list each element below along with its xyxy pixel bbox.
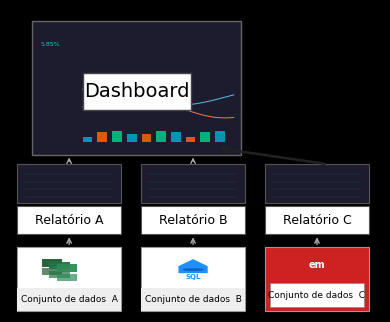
FancyBboxPatch shape — [49, 271, 70, 278]
Text: Conjunto de dados  B: Conjunto de dados B — [145, 295, 241, 304]
FancyBboxPatch shape — [17, 247, 121, 311]
FancyBboxPatch shape — [112, 131, 122, 142]
Text: Relatório C: Relatório C — [283, 214, 351, 227]
Text: Conjunto de dados  C: Conjunto de dados C — [268, 290, 365, 299]
Text: Dashboard: Dashboard — [84, 82, 190, 101]
FancyBboxPatch shape — [141, 288, 245, 311]
FancyBboxPatch shape — [141, 206, 245, 234]
FancyBboxPatch shape — [265, 247, 369, 311]
Text: SQL: SQL — [185, 274, 201, 280]
Text: 5.85%: 5.85% — [40, 42, 60, 47]
FancyBboxPatch shape — [186, 137, 195, 142]
FancyBboxPatch shape — [57, 264, 77, 272]
FancyBboxPatch shape — [200, 132, 210, 142]
FancyBboxPatch shape — [127, 134, 136, 142]
FancyBboxPatch shape — [171, 132, 181, 142]
Text: Relatório B: Relatório B — [159, 214, 227, 227]
FancyBboxPatch shape — [265, 206, 369, 234]
FancyBboxPatch shape — [83, 137, 92, 142]
FancyBboxPatch shape — [83, 73, 191, 110]
Text: Relatório A: Relatório A — [35, 214, 103, 227]
FancyBboxPatch shape — [215, 131, 225, 142]
FancyBboxPatch shape — [265, 164, 369, 203]
FancyBboxPatch shape — [49, 262, 70, 270]
FancyBboxPatch shape — [57, 274, 77, 280]
FancyBboxPatch shape — [98, 132, 107, 142]
Text: em: em — [308, 260, 325, 270]
Text: Conjunto de dados  A: Conjunto de dados A — [21, 295, 118, 304]
FancyBboxPatch shape — [142, 134, 151, 142]
FancyBboxPatch shape — [156, 131, 166, 142]
FancyBboxPatch shape — [17, 288, 121, 311]
FancyBboxPatch shape — [17, 164, 121, 203]
Polygon shape — [179, 259, 208, 273]
Ellipse shape — [182, 268, 204, 271]
FancyBboxPatch shape — [42, 268, 62, 275]
FancyBboxPatch shape — [42, 259, 62, 267]
FancyBboxPatch shape — [17, 206, 121, 234]
FancyBboxPatch shape — [141, 247, 245, 311]
FancyBboxPatch shape — [141, 164, 245, 203]
FancyBboxPatch shape — [270, 283, 364, 307]
FancyBboxPatch shape — [32, 21, 241, 155]
